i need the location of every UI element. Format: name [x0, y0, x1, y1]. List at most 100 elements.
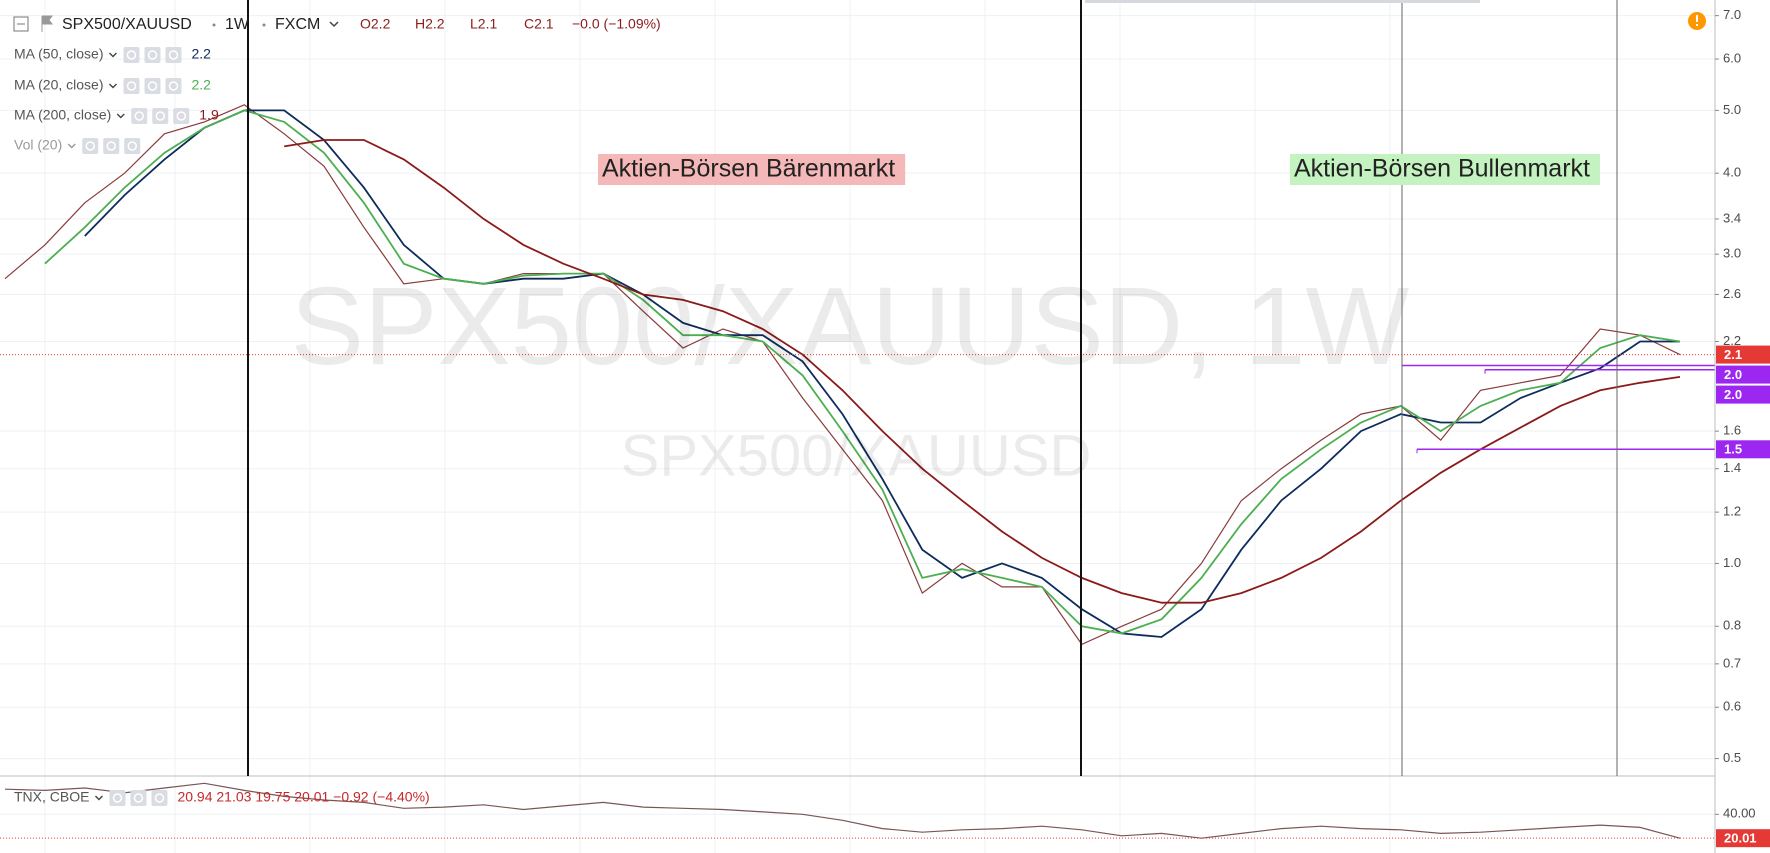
header-text: SPX500/XAUUSD	[62, 16, 192, 33]
legend-button-icon	[168, 50, 179, 60]
price-label: 2.0	[1724, 367, 1742, 382]
legend-button[interactable]	[165, 47, 182, 63]
legend-name: MA (50, close)	[14, 46, 103, 62]
legend-button-icon	[154, 793, 165, 803]
annotation-box[interactable]	[598, 154, 906, 185]
legend-button-icon	[155, 111, 166, 121]
series-line	[284, 139, 1681, 604]
y-tick-label: 4.0	[1723, 165, 1741, 180]
legend-name: MA (200, close)	[14, 107, 111, 123]
legend-value: 2.2	[191, 77, 211, 93]
legend-button-icon	[134, 111, 145, 121]
legend-button-icon	[168, 81, 179, 91]
header-text: O2.2	[360, 16, 391, 32]
y-tick-label: 3.0	[1723, 246, 1741, 261]
header-separator	[262, 23, 266, 27]
header-text: H2.2	[415, 16, 445, 32]
header-text: L2.1	[470, 16, 497, 32]
collapse-button[interactable]	[13, 16, 29, 32]
header-text: 1W	[225, 16, 250, 33]
price-axis-bg	[1715, 0, 1770, 853]
dropdown-arrow[interactable]	[108, 83, 117, 89]
legend-button[interactable]	[144, 78, 161, 94]
plot-layer: SPX500/XAUUSD, 1W SPX500/XAUUSD	[0, 15, 1715, 839]
price-label-box	[1716, 385, 1770, 404]
y-tick-label: 1.6	[1723, 423, 1741, 438]
legend-button-icon	[127, 141, 137, 151]
legend-name: MA (20, close)	[14, 77, 103, 93]
legend-button[interactable]	[124, 138, 141, 154]
legend-value: 2.2	[191, 46, 211, 62]
legend-name: TNX, CBOE	[14, 789, 89, 805]
legend-button-icon	[126, 50, 137, 60]
price-label: 20.01	[1724, 831, 1757, 846]
header-separator	[212, 23, 216, 27]
price-label-box	[1716, 345, 1770, 364]
y-tick-label: 2.2	[1723, 333, 1741, 348]
y-tick-label: 0.7	[1723, 655, 1741, 670]
legend-button[interactable]	[165, 78, 182, 94]
y-tick-label: 0.6	[1723, 699, 1741, 714]
legend-button[interactable]	[152, 108, 169, 124]
y-tick-label: 6.0	[1723, 50, 1741, 65]
annotation-box[interactable]	[1290, 154, 1600, 185]
dropdown-arrow[interactable]	[116, 113, 125, 119]
header-text: C2.1	[524, 16, 554, 32]
y-tick-label: 2.6	[1723, 286, 1741, 301]
watermark-small: SPX500/XAUUSD	[621, 423, 1092, 488]
price-label: 2.0	[1724, 387, 1742, 402]
legend-button[interactable]	[123, 78, 140, 94]
series-line	[44, 109, 1681, 635]
dropdown-arrow	[329, 21, 339, 28]
y-tick-label: 1.4	[1723, 460, 1741, 475]
dropdown-arrow[interactable]	[108, 52, 117, 58]
legend-button[interactable]	[131, 108, 148, 124]
price-label-box	[1716, 440, 1770, 459]
legend-button-icon	[176, 111, 187, 121]
y-tick-label: 1.0	[1723, 555, 1741, 570]
y-tick-label: 0.8	[1723, 618, 1741, 633]
y-tick-label: 1.2	[1723, 504, 1741, 519]
dropdown-arrow[interactable]	[94, 795, 103, 801]
price-label: 2.1	[1724, 347, 1742, 362]
annotation-text: Aktien-Börsen Bullenmarkt	[1294, 155, 1590, 183]
axis-layer: 7.0 6.0 5.0 4.0 3.4 3.0 2.6 2.2 1.6 1.4 1.2 1.0 0.8 0…	[1715, 7, 1770, 848]
watermark: SPX500/XAUUSD, 1W	[291, 265, 1410, 388]
flag-icon[interactable]	[41, 15, 53, 32]
legend-button[interactable]	[82, 138, 99, 154]
legend-button[interactable]	[130, 790, 147, 806]
price-label-box	[1716, 829, 1770, 848]
series-line	[4, 782, 1681, 839]
legend-layer: SPX500/XAUUSD 1W FXCM O2.2 H2.2 L2.1 C2.1 −0.0 …	[13, 12, 1706, 806]
legend-button[interactable]	[173, 108, 190, 124]
legend-button[interactable]	[151, 790, 168, 806]
legend-button[interactable]	[123, 47, 140, 63]
legend-button-icon	[133, 793, 144, 803]
header-text: FXCM	[275, 16, 320, 33]
legend-button-icon	[112, 793, 123, 803]
legend-button[interactable]	[144, 47, 161, 63]
legend-button[interactable]	[103, 138, 120, 154]
price-label: 1.5	[1724, 442, 1742, 457]
dropdown-arrow[interactable]	[67, 143, 76, 149]
legend-button-icon	[147, 50, 158, 60]
legend-button-icon	[85, 141, 95, 151]
alert-icon-dot	[1696, 24, 1698, 26]
y-tick-label: 5.0	[1723, 102, 1741, 117]
series-line	[84, 109, 1680, 638]
y-tick-label: 0.5	[1723, 750, 1741, 765]
legend-button-icon	[106, 141, 116, 151]
legend-name: Vol (20)	[14, 137, 62, 153]
price-label-box	[1716, 365, 1770, 384]
legend-button-icon	[147, 81, 158, 91]
y-tick-label: 40.00	[1723, 806, 1756, 821]
legend-button-icon	[126, 81, 137, 91]
annotation-text: Aktien-Börsen Bärenmarkt	[602, 155, 895, 183]
alert-icon-bar	[1696, 15, 1698, 22]
y-tick-label: 3.4	[1723, 210, 1741, 225]
legend-quote: 20.94 21.03 19.75 20.01 −0.92 (−4.40%)	[177, 789, 429, 805]
legend-button[interactable]	[109, 790, 126, 806]
legend-value: 1.9	[199, 107, 219, 123]
